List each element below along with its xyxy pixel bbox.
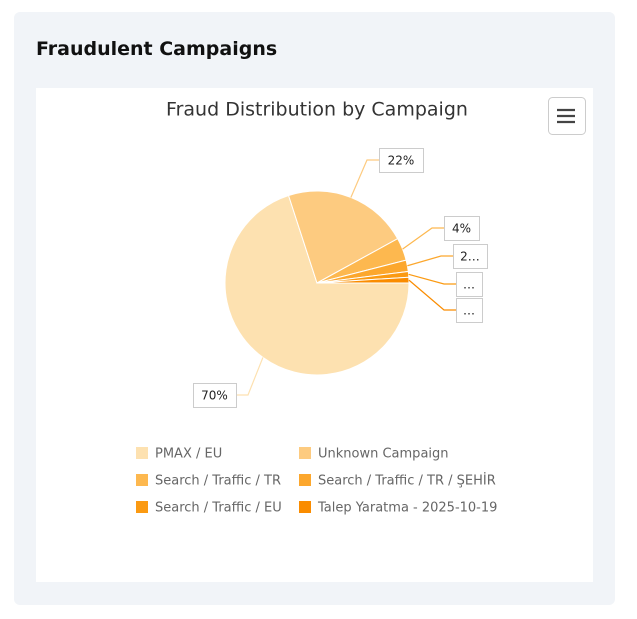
legend-marker [136, 447, 148, 459]
label-box [379, 148, 424, 173]
data-label: 4% [452, 222, 471, 236]
legend-label: Search / Traffic / TR [155, 474, 281, 489]
card-title: Fraudulent Campaigns [36, 38, 278, 60]
label-box [453, 244, 488, 269]
pie-slice [224, 194, 410, 376]
legend-label: Talep Yaratma - 2025-10-19 [317, 501, 497, 516]
data-label: 2… [460, 250, 480, 264]
label-connector [408, 279, 456, 311]
legend-marker [299, 474, 311, 486]
label-connector [350, 159, 379, 198]
label-box [444, 216, 480, 241]
legend-marker [136, 501, 148, 513]
data-label: 22% [388, 154, 415, 168]
label-box [193, 383, 237, 408]
legend-label: Search / Traffic / EU [155, 501, 282, 516]
legend-marker [299, 501, 311, 513]
label-box [456, 272, 483, 297]
legend-marker [136, 474, 148, 486]
data-label: … [463, 278, 475, 292]
data-label: 70% [201, 389, 228, 403]
chart-title: Fraud Distribution by Campaign [166, 99, 468, 121]
card: Fraudulent Campaigns Fraud Distribution … [14, 12, 615, 605]
legend-label: Search / Traffic / TR / ŞEHİR [318, 473, 496, 489]
chart-panel: Fraud Distribution by Campaign 70% 22% 4% 2… [36, 88, 593, 582]
legend-label: Unknown Campaign [318, 447, 449, 462]
pie-slice [316, 276, 410, 284]
label-connector [407, 255, 453, 267]
legend-label: PMAX / EU [155, 447, 222, 462]
legend-marker [299, 447, 311, 459]
label-connector [236, 357, 264, 396]
label-connector [408, 273, 456, 285]
data-label: … [463, 304, 475, 318]
chart: Fraud Distribution by Campaign 70% 22% 4% 2… [136, 97, 586, 516]
pie-slice [287, 190, 399, 284]
menu-button[interactable] [548, 97, 586, 135]
label-box [456, 298, 483, 323]
label-connector [402, 227, 444, 250]
menu-icon[interactable] [557, 108, 575, 124]
